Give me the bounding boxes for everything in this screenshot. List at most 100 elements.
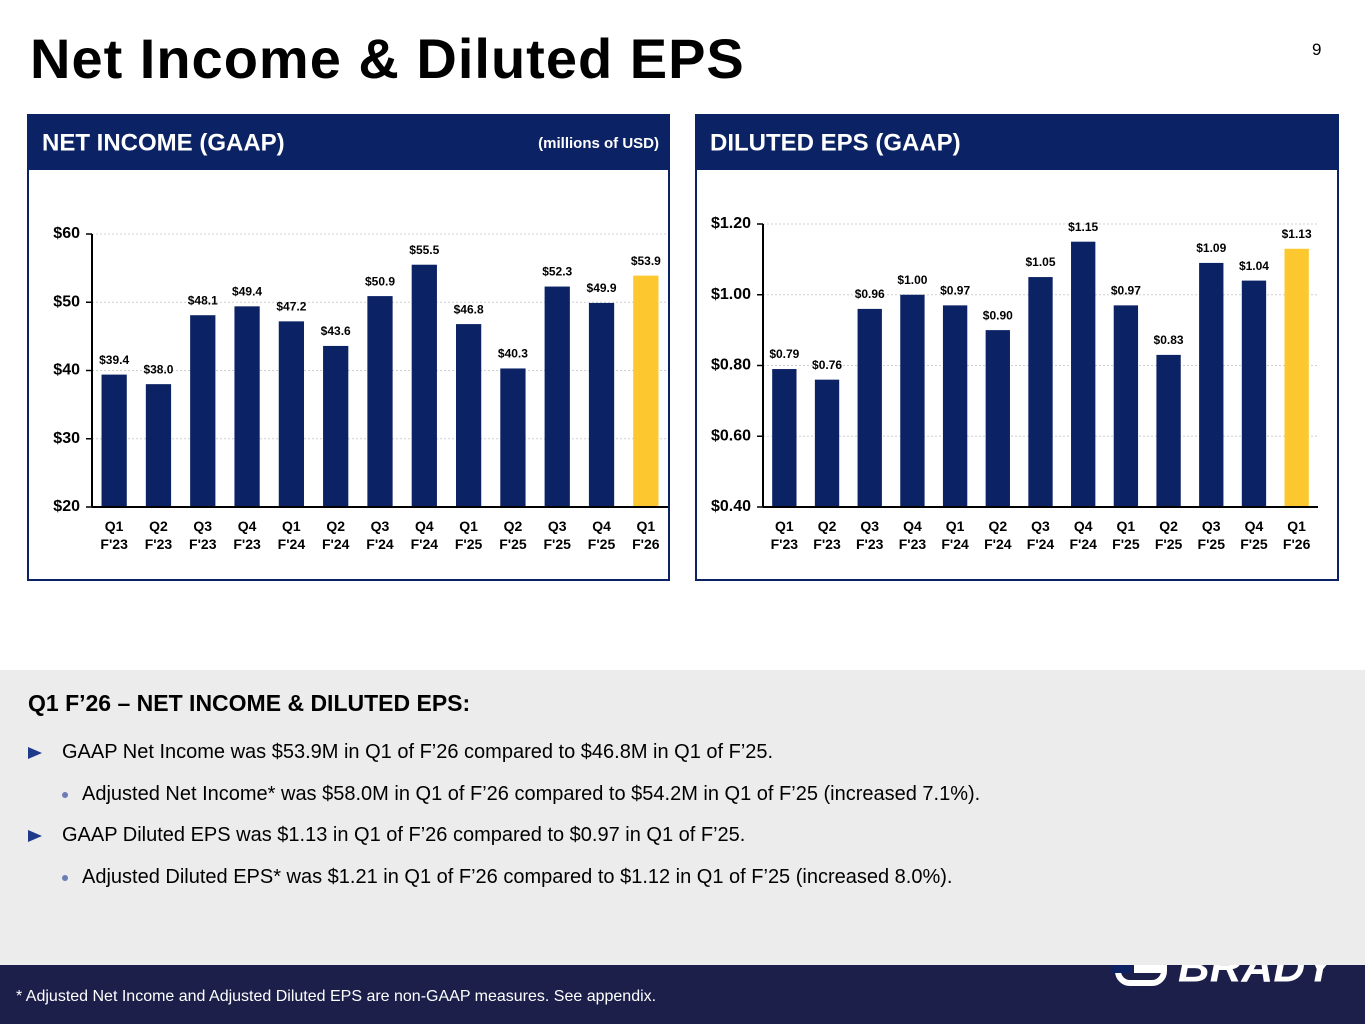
bullet-arrow: [28, 747, 42, 759]
value-label: $38.0: [143, 362, 173, 376]
x-tick-label: Q1 F'23: [100, 518, 128, 552]
bar: [544, 286, 570, 507]
y-tick-label: $0.40: [711, 498, 751, 515]
panel: [27, 114, 670, 581]
bar: [278, 321, 305, 507]
bar: [1284, 248, 1309, 507]
bar: [1199, 262, 1224, 507]
y-tick-label: $0.60: [711, 427, 751, 444]
panel-header: [28, 115, 669, 170]
y-tick-label: $40: [53, 362, 80, 379]
bar: [190, 315, 216, 507]
x-tick-label: Q3 F'24: [1027, 518, 1055, 552]
x-tick-label: Q3 F'24: [366, 518, 394, 552]
x-tick-label: Q1 F'26: [632, 518, 660, 552]
footnote: * Adjusted Net Income and Adjusted Dilut…: [16, 988, 657, 1005]
x-tick-label: Q3 F'25: [1198, 518, 1226, 552]
x-tick-label: Q2 F'25: [499, 518, 527, 552]
bar: [814, 379, 840, 507]
bar: [101, 374, 127, 507]
y-tick-label: $20: [53, 498, 80, 515]
panel-subtitle: (millions of USD): [538, 135, 659, 152]
x-tick-label: Q4 F'23: [233, 518, 261, 552]
value-label: $50.9: [365, 274, 395, 288]
value-label: $55.5: [409, 243, 439, 257]
y-tick-label: $60: [53, 225, 80, 242]
bar: [1071, 241, 1096, 507]
bar: [234, 306, 260, 507]
value-label: $48.1: [188, 293, 218, 307]
bar: [411, 264, 437, 507]
x-tick-label: Q3 F'25: [544, 518, 572, 552]
x-tick-label: Q1 F'23: [771, 518, 799, 552]
value-label: $1.15: [1068, 220, 1098, 234]
bar: [1113, 305, 1139, 507]
x-tick-label: Q2 F'24: [322, 518, 350, 552]
bar: [942, 305, 968, 507]
value-label: $49.4: [232, 285, 262, 299]
y-tick-label: $1.20: [711, 215, 751, 232]
value-label: $0.83: [1154, 333, 1184, 347]
bar: [900, 294, 925, 507]
bar: [772, 369, 797, 507]
x-tick-label: Q2 F'23: [813, 518, 841, 552]
value-label: $0.79: [769, 347, 799, 361]
x-tick-label: Q4 F'24: [1069, 518, 1097, 552]
x-tick-label: Q1 F'26: [1283, 518, 1311, 552]
value-label: $1.09: [1196, 241, 1226, 255]
summary-panel: Q1 F’26 – NET INCOME & DILUTED EPS: GAAP…: [0, 670, 1365, 965]
y-tick-label: $50: [53, 293, 80, 310]
bullet-dot: [62, 791, 68, 798]
value-label: $40.3: [498, 347, 528, 361]
x-tick-label: Q4 F'25: [588, 518, 616, 552]
panel-title: NET INCOME (GAAP): [42, 129, 285, 156]
y-tick-label: $0.80: [711, 357, 751, 374]
panel: [695, 114, 1339, 581]
page-number: 9: [1312, 40, 1322, 59]
bar: [455, 324, 482, 507]
summary-heading: Q1 F’26 – NET INCOME & DILUTED EPS:: [28, 690, 471, 716]
y-tick-label: $30: [53, 430, 80, 447]
panel-header: [696, 115, 1338, 170]
value-label: $1.00: [897, 273, 927, 287]
value-label: $0.96: [855, 287, 885, 301]
value-label: $43.6: [321, 324, 351, 338]
x-tick-label: Q1 F'25: [455, 518, 483, 552]
footer-bar: [0, 965, 1365, 1024]
x-tick-label: Q4 F'24: [411, 518, 439, 552]
value-label: $47.2: [276, 300, 306, 314]
value-label: $52.3: [542, 265, 572, 279]
bullet-dot: [62, 874, 68, 881]
value-label: $1.04: [1239, 259, 1269, 273]
bar: [145, 384, 172, 507]
value-label: $0.97: [1111, 284, 1141, 298]
x-tick-label: Q4 F'25: [1240, 518, 1268, 552]
x-tick-label: Q2 F'23: [145, 518, 173, 552]
x-tick-label: Q3 F'23: [856, 518, 884, 552]
value-label: $1.13: [1282, 227, 1312, 241]
x-tick-label: Q2 F'24: [984, 518, 1012, 552]
bar: [323, 345, 349, 507]
bullet-text: GAAP Diluted EPS was $1.13 in Q1 of F’26…: [62, 824, 746, 846]
y-tick-label: $1.00: [711, 286, 751, 303]
value-label: $46.8: [454, 302, 484, 316]
bar: [1028, 277, 1053, 507]
x-tick-label: Q1 F'24: [278, 518, 306, 552]
value-label: $39.4: [99, 353, 129, 367]
x-tick-label: Q1 F'25: [1112, 518, 1140, 552]
page-title: Net Income & Diluted EPS: [30, 27, 745, 90]
value-label: $1.05: [1025, 255, 1055, 269]
bullet-arrow: [28, 830, 42, 842]
value-label: $0.97: [940, 284, 970, 298]
bar: [588, 302, 615, 507]
value-label: $0.76: [812, 358, 842, 372]
bullet-text: Adjusted Diluted EPS* was $1.21 in Q1 of…: [82, 865, 953, 888]
bar: [985, 330, 1010, 507]
bar: [500, 368, 526, 507]
x-tick-label: Q3 F'23: [189, 518, 217, 552]
value-label: $49.9: [587, 281, 617, 295]
bar: [367, 296, 393, 507]
x-tick-label: Q1 F'24: [941, 518, 969, 552]
